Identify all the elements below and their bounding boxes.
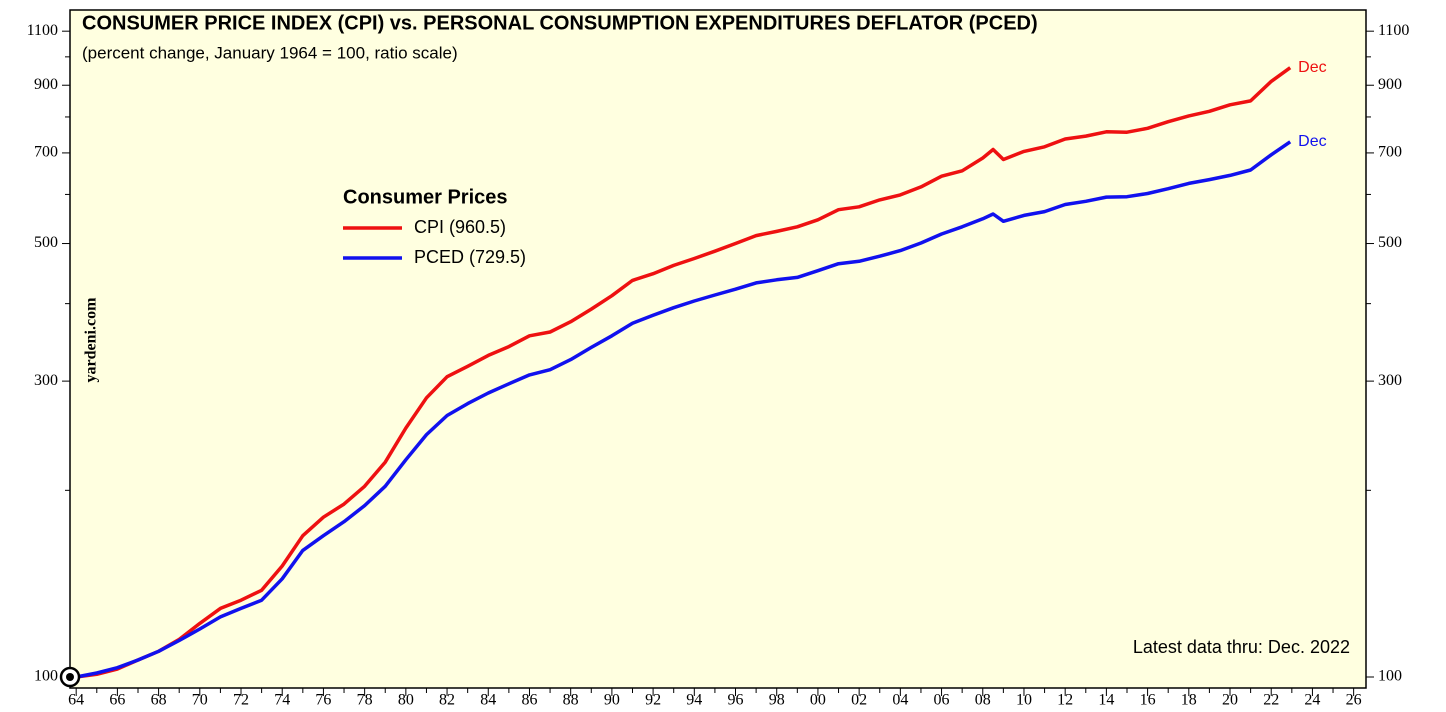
y2-tick-label: 900 xyxy=(1378,76,1402,93)
chart-subtitle: (percent change, January 1964 = 100, rat… xyxy=(82,43,458,62)
end-label: Dec xyxy=(1298,133,1326,150)
x-tick-label: 82 xyxy=(439,692,455,709)
y-tick-label: 300 xyxy=(34,372,58,389)
x-tick-label: 14 xyxy=(1098,692,1114,709)
x-tick-label: 78 xyxy=(357,692,373,709)
y-tick-label: 900 xyxy=(34,76,58,93)
x-tick-label: 10 xyxy=(1016,692,1032,709)
source-label: yardeni.com xyxy=(83,297,100,383)
x-tick-label: 02 xyxy=(851,692,867,709)
y2-tick-label: 300 xyxy=(1378,372,1402,389)
x-tick-label: 20 xyxy=(1222,692,1238,709)
x-tick-label: 90 xyxy=(604,692,620,709)
y2-tick-label: 500 xyxy=(1378,234,1402,251)
y-tick-label: 500 xyxy=(34,234,58,251)
chart-title: CONSUMER PRICE INDEX (CPI) vs. PERSONAL … xyxy=(82,12,1038,34)
x-tick-label: 24 xyxy=(1304,692,1320,709)
x-tick-label: 16 xyxy=(1140,692,1156,709)
x-tick-label: 06 xyxy=(934,692,950,709)
y-tick-label: 100 xyxy=(34,668,58,685)
x-tick-label: 00 xyxy=(810,692,826,709)
legend-label: PCED (729.5) xyxy=(414,247,526,267)
y-tick-label: 700 xyxy=(34,144,58,161)
y2-tick-label: 100 xyxy=(1378,668,1402,685)
x-tick-label: 72 xyxy=(233,692,249,709)
origin-dot xyxy=(66,673,74,682)
x-tick-label: 88 xyxy=(563,692,579,709)
y2-tick-label: 700 xyxy=(1378,144,1402,161)
x-tick-label: 66 xyxy=(109,692,125,709)
x-tick-label: 94 xyxy=(686,692,702,709)
x-tick-label: 08 xyxy=(975,692,991,709)
legend-title: Consumer Prices xyxy=(343,186,508,208)
y2-tick-label: 1100 xyxy=(1378,22,1409,39)
x-tick-label: 64 xyxy=(68,692,84,709)
x-tick-label: 76 xyxy=(315,692,331,709)
y-tick-label: 1100 xyxy=(27,22,58,39)
legend-label: CPI (960.5) xyxy=(414,217,506,237)
x-tick-label: 96 xyxy=(728,692,744,709)
series-line xyxy=(75,66,1292,679)
x-tick-label: 98 xyxy=(769,692,785,709)
x-tick-label: 68 xyxy=(151,692,167,709)
x-tick-label: 84 xyxy=(480,692,496,709)
end-label: Dec xyxy=(1298,59,1326,76)
x-tick-label: 04 xyxy=(892,692,908,709)
x-tick-label: 26 xyxy=(1346,692,1362,709)
x-tick-label: 18 xyxy=(1181,692,1197,709)
x-tick-label: 86 xyxy=(521,692,537,709)
x-tick-label: 12 xyxy=(1057,692,1073,709)
x-tick-label: 80 xyxy=(398,692,414,709)
x-tick-label: 70 xyxy=(192,692,208,709)
x-tick-label: 22 xyxy=(1263,692,1279,709)
x-tick-label: 92 xyxy=(645,692,661,709)
x-tick-label: 74 xyxy=(274,692,290,709)
latest-note: Latest data thru: Dec. 2022 xyxy=(1133,637,1350,657)
series-line xyxy=(75,140,1292,679)
